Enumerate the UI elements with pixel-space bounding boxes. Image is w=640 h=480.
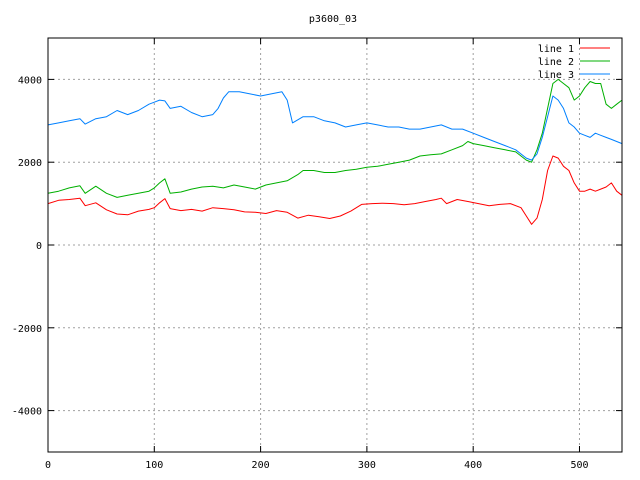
chart-title: p3600_03 [309,14,357,25]
grid-lines [48,38,622,452]
y-tick-label: -4000 [12,407,42,418]
x-tick-label: 400 [464,460,482,471]
legend-label-3: line 3 [538,70,574,81]
series-lines [47,78,623,225]
x-tick-label: 200 [252,460,270,471]
x-tick-label: 100 [145,460,163,471]
plot-frame [47,37,623,453]
x-tick-label: 300 [358,460,376,471]
legend-label-2: line 2 [538,57,574,68]
series-line-2 [47,78,623,198]
y-tick-label: 0 [36,241,42,252]
series-line-3 [47,91,623,161]
axes: 0 100 200 300 400 500 -4000 -2000 0 2000 4000 [12,37,623,471]
x-tick-label: 0 [45,460,51,471]
legend-label-1: line 1 [538,44,574,55]
legend: line 1 line 2 line 3 [538,44,610,81]
series-line-1 [47,155,623,225]
x-tick-label: 500 [570,460,588,471]
y-tick-label: 2000 [18,158,42,169]
y-tick-label: 4000 [18,75,42,86]
y-tick-label: -2000 [12,324,42,335]
